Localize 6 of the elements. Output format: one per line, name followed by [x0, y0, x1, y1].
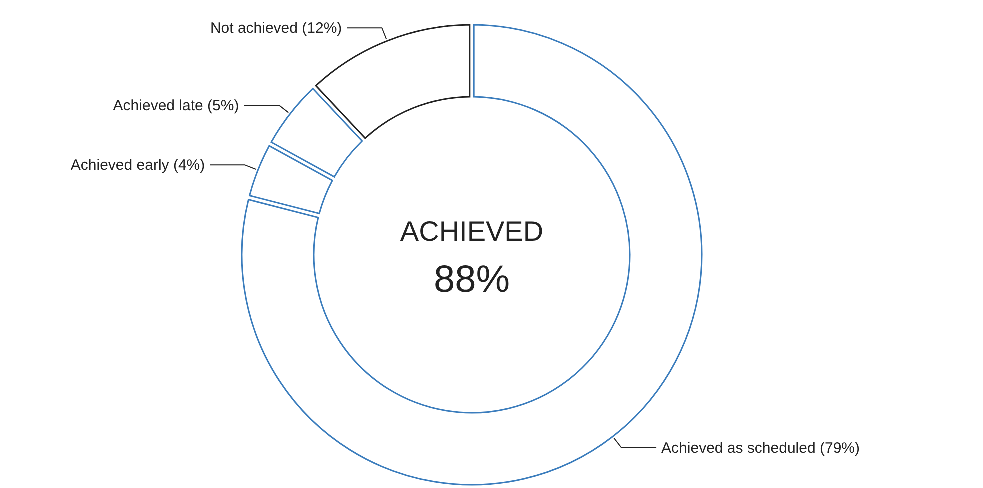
slice-label: Not achieved (12%): [210, 20, 342, 38]
slice-label: Achieved as scheduled (79%): [662, 440, 860, 457]
slice-label: Achieved late (5%): [113, 97, 240, 114]
text: ACHIEVED: [400, 216, 544, 247]
text: 88%: [434, 259, 510, 301]
slice-label: Achieved early (4%): [70, 157, 206, 174]
